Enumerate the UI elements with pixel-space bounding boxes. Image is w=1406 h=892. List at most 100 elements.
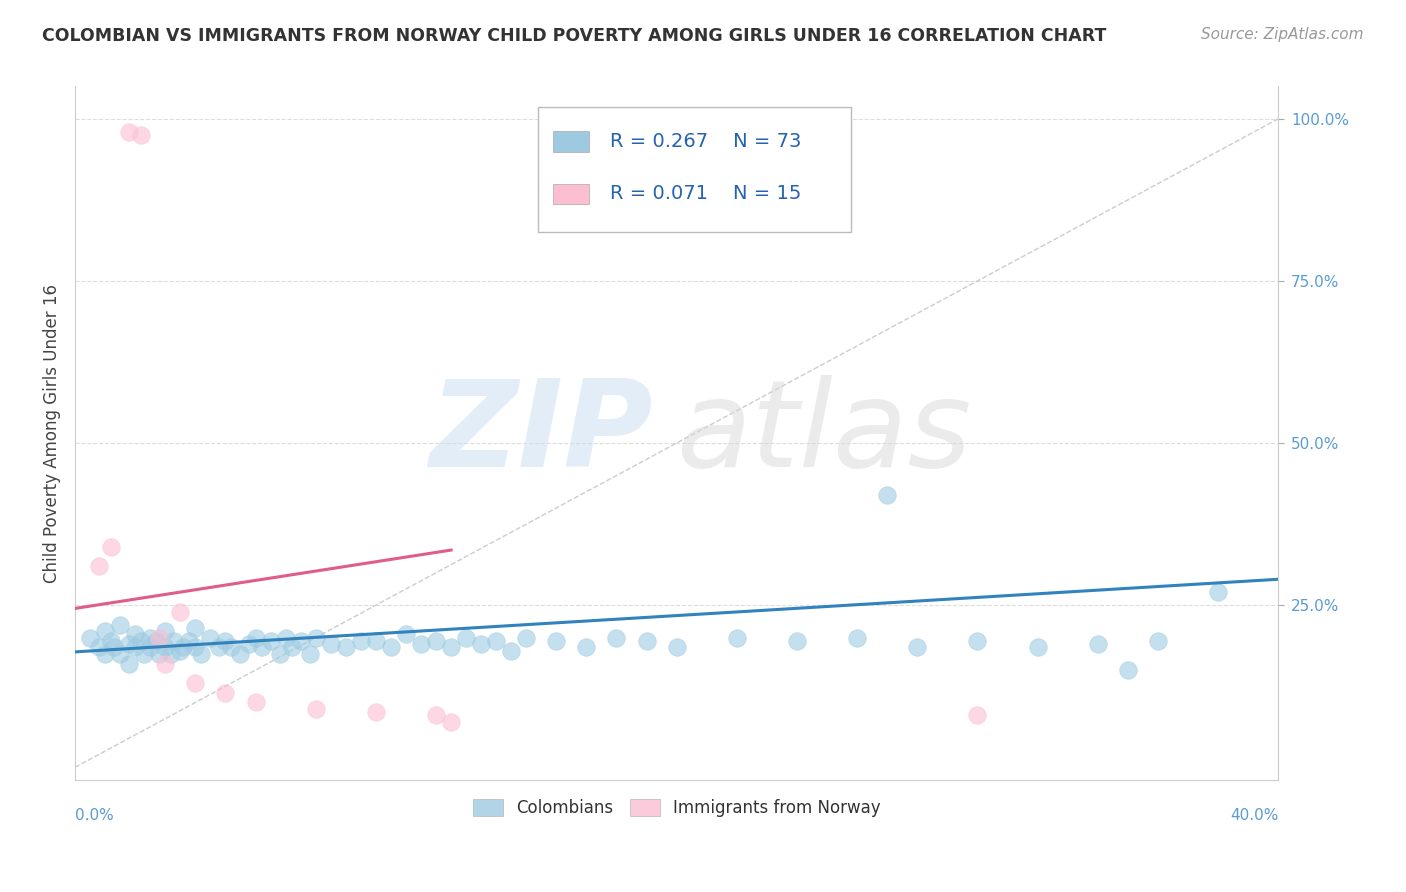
- Point: [515, 631, 537, 645]
- Point: [319, 637, 342, 651]
- Point: [575, 640, 598, 655]
- Point: [79, 631, 101, 645]
- Text: 0.0%: 0.0%: [75, 808, 114, 823]
- Point: [148, 647, 170, 661]
- Point: [395, 627, 418, 641]
- Point: [440, 714, 463, 729]
- Point: [636, 633, 658, 648]
- Point: [966, 633, 988, 648]
- Point: [108, 617, 131, 632]
- Point: [250, 640, 273, 655]
- Point: [129, 128, 152, 142]
- Text: 40.0%: 40.0%: [1230, 808, 1278, 823]
- Point: [124, 640, 146, 655]
- Point: [1147, 633, 1170, 648]
- Point: [364, 633, 387, 648]
- Point: [139, 631, 162, 645]
- Point: [169, 643, 191, 657]
- Point: [1087, 637, 1109, 651]
- Point: [148, 631, 170, 645]
- Point: [190, 647, 212, 661]
- Point: [184, 676, 207, 690]
- Point: [118, 637, 141, 651]
- Point: [1026, 640, 1049, 655]
- Point: [87, 559, 110, 574]
- Point: [179, 633, 201, 648]
- Text: R = 0.267    N = 73: R = 0.267 N = 73: [610, 132, 801, 152]
- Point: [221, 640, 243, 655]
- Point: [134, 647, 156, 661]
- Point: [280, 640, 302, 655]
- Point: [350, 633, 373, 648]
- Point: [155, 640, 177, 655]
- Point: [100, 633, 122, 648]
- Point: [214, 633, 236, 648]
- Text: ZIP: ZIP: [429, 375, 652, 491]
- FancyBboxPatch shape: [553, 131, 589, 153]
- Point: [966, 708, 988, 723]
- Point: [124, 627, 146, 641]
- Point: [118, 657, 141, 671]
- Legend: Colombians, Immigrants from Norway: Colombians, Immigrants from Norway: [465, 792, 887, 824]
- Text: Source: ZipAtlas.com: Source: ZipAtlas.com: [1201, 27, 1364, 42]
- Point: [298, 647, 321, 661]
- Point: [108, 647, 131, 661]
- Point: [605, 631, 627, 645]
- Point: [245, 631, 267, 645]
- Point: [129, 633, 152, 648]
- Point: [725, 631, 748, 645]
- Point: [94, 624, 117, 639]
- Text: R = 0.071    N = 15: R = 0.071 N = 15: [610, 185, 801, 203]
- Point: [184, 621, 207, 635]
- Point: [139, 640, 162, 655]
- Point: [214, 686, 236, 700]
- Point: [155, 624, 177, 639]
- Point: [184, 640, 207, 655]
- Point: [501, 643, 523, 657]
- Point: [208, 640, 231, 655]
- Point: [485, 633, 508, 648]
- Point: [103, 640, 125, 655]
- Point: [163, 633, 186, 648]
- Point: [546, 633, 568, 648]
- Point: [440, 640, 463, 655]
- Point: [238, 637, 260, 651]
- Point: [145, 633, 167, 648]
- Point: [94, 647, 117, 661]
- Point: [1206, 585, 1229, 599]
- Point: [305, 631, 328, 645]
- Point: [1116, 663, 1139, 677]
- Point: [380, 640, 402, 655]
- Point: [786, 633, 808, 648]
- Point: [905, 640, 928, 655]
- Text: COLOMBIAN VS IMMIGRANTS FROM NORWAY CHILD POVERTY AMONG GIRLS UNDER 16 CORRELATI: COLOMBIAN VS IMMIGRANTS FROM NORWAY CHIL…: [42, 27, 1107, 45]
- FancyBboxPatch shape: [553, 184, 589, 204]
- Point: [290, 633, 312, 648]
- Point: [665, 640, 688, 655]
- Point: [364, 705, 387, 719]
- Point: [470, 637, 492, 651]
- Point: [172, 640, 194, 655]
- Point: [409, 637, 432, 651]
- Point: [160, 647, 183, 661]
- Point: [245, 696, 267, 710]
- Point: [259, 633, 281, 648]
- Y-axis label: Child Poverty Among Girls Under 16: Child Poverty Among Girls Under 16: [44, 284, 60, 582]
- Point: [274, 631, 297, 645]
- Text: atlas: atlas: [676, 375, 972, 491]
- Point: [87, 640, 110, 655]
- Point: [425, 708, 447, 723]
- Point: [155, 657, 177, 671]
- FancyBboxPatch shape: [538, 107, 851, 232]
- Point: [305, 702, 328, 716]
- Point: [454, 631, 477, 645]
- Point: [200, 631, 222, 645]
- Point: [335, 640, 357, 655]
- Point: [169, 605, 191, 619]
- Point: [269, 647, 291, 661]
- Point: [118, 125, 141, 139]
- Point: [876, 488, 898, 502]
- Point: [425, 633, 447, 648]
- Point: [229, 647, 252, 661]
- Point: [846, 631, 869, 645]
